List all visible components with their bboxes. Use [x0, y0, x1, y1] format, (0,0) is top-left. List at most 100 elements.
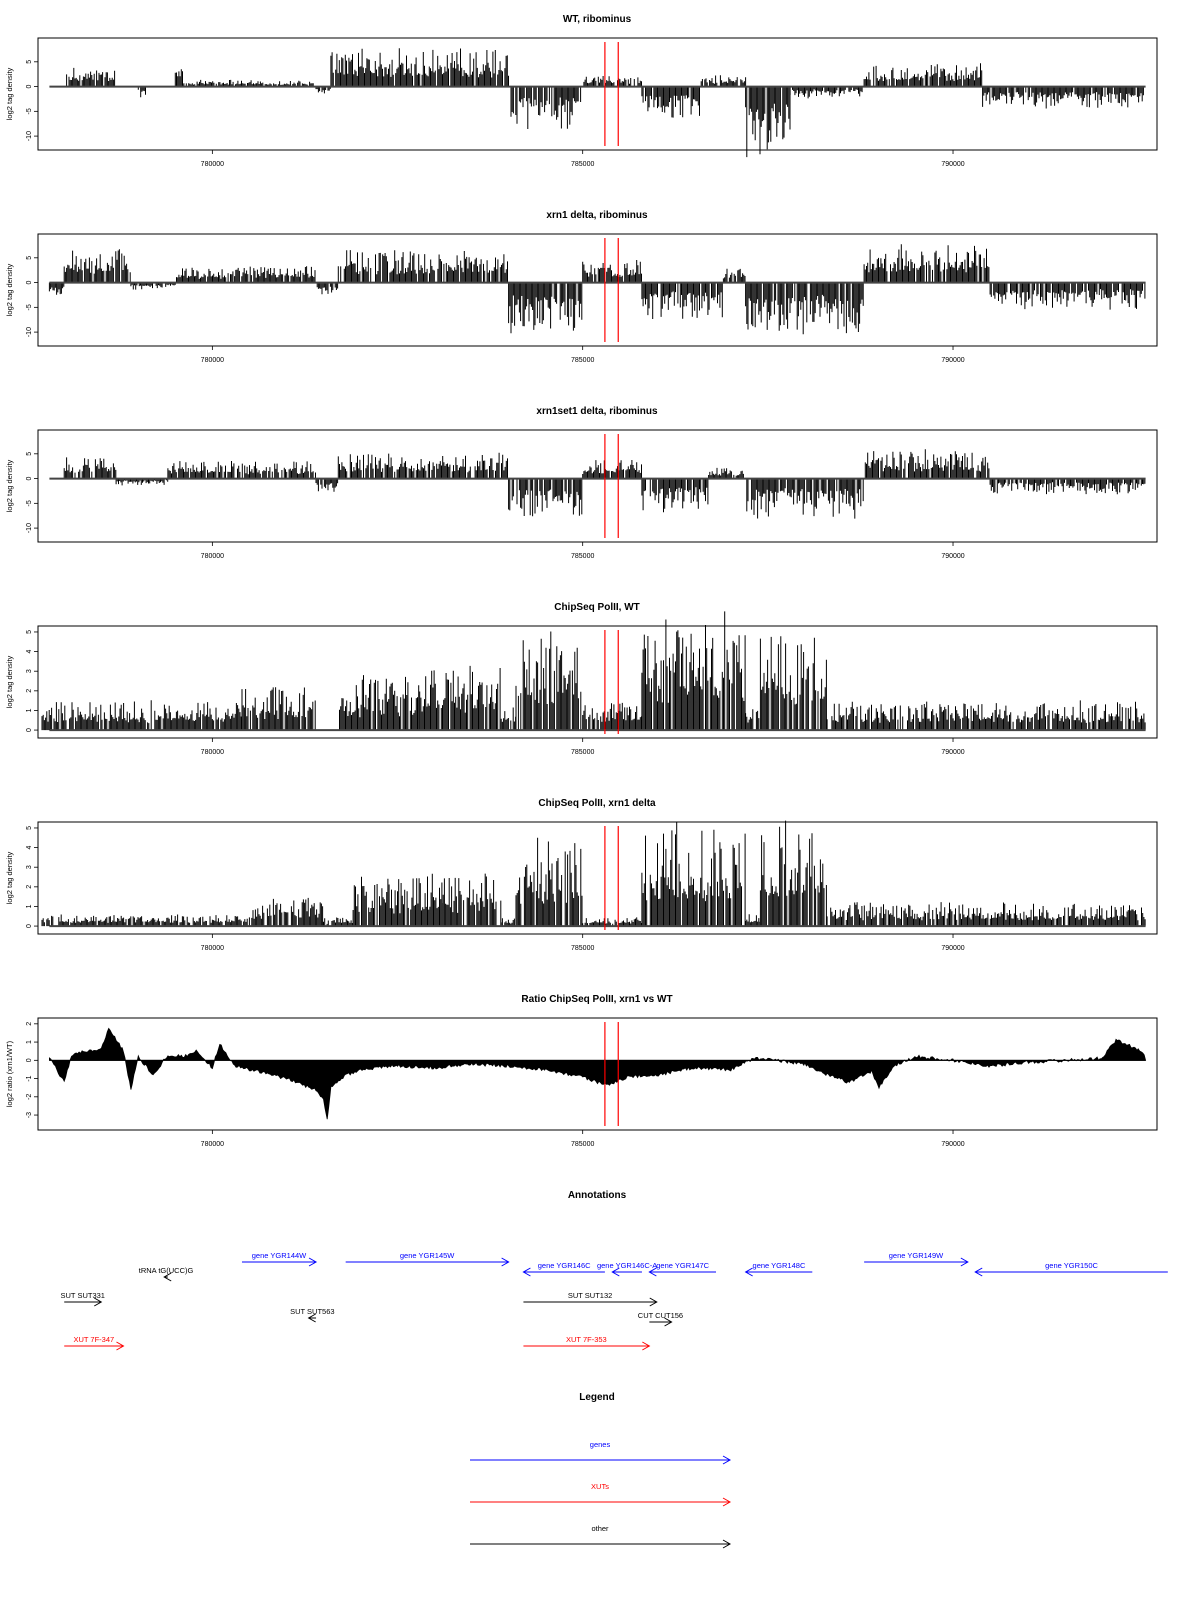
bar-segment-5	[441, 873, 502, 927]
x-tick-label: 790000	[941, 553, 964, 560]
annotation-label: gene YGR144W	[252, 1251, 307, 1260]
bar-segment-8	[641, 478, 709, 513]
bar-segment-15	[982, 86, 1144, 109]
annotation-label: CUT CUT156	[638, 1311, 683, 1320]
x-tick-label: 785000	[571, 161, 594, 168]
bar-segment-7	[515, 837, 583, 927]
x-tick-label: 790000	[941, 357, 964, 364]
arrowhead-icon	[308, 1257, 318, 1267]
chart-title: WT, ribominus	[563, 14, 632, 25]
arrowhead-icon	[664, 1317, 673, 1327]
bar-segment-9	[582, 260, 642, 283]
bar-segment-14	[989, 282, 1146, 310]
annotations-title: Annotations	[568, 1190, 627, 1201]
bar-segment-4	[315, 478, 339, 492]
bar-segment-2	[241, 687, 316, 731]
bar-segment-9	[641, 611, 746, 731]
bar-segment-3	[130, 282, 176, 290]
bar-segment-4	[176, 267, 234, 283]
bar-segment-5	[337, 452, 508, 479]
annotation-gene-ygr148c: gene YGR148C	[744, 1261, 813, 1277]
bar-segment-11	[759, 636, 827, 731]
chart-title: ChipSeq PolII, WT	[554, 602, 640, 613]
annotation-label: gene YGR146C-A	[597, 1261, 657, 1270]
y-tick-label: 4	[26, 846, 33, 850]
y-tick-label: 0	[26, 728, 33, 732]
annotation-sut-sut331: SUT SUT331	[61, 1291, 105, 1307]
legend-item-genes: genes	[470, 1440, 732, 1465]
arrowhead-icon	[722, 1539, 732, 1549]
bar-segment-10	[746, 478, 864, 519]
bar-segment-11	[759, 820, 827, 927]
annotation-cut-cut156: CUT CUT156	[638, 1311, 683, 1327]
y-tick-label: 3	[26, 669, 33, 673]
arrowhead-icon	[649, 1297, 658, 1307]
y-tick-label: 2	[26, 1022, 33, 1026]
bar-segment-5	[419, 665, 501, 731]
annotation-sut-sut563: SUT SUT563	[290, 1307, 335, 1323]
arrowhead-icon	[94, 1297, 103, 1307]
annotation-xut-7f-347: XUT 7F-347	[64, 1335, 125, 1351]
y-tick-label: 5	[26, 826, 33, 830]
bar-segment-2	[137, 86, 146, 98]
legend-item-other: other	[470, 1524, 732, 1549]
bar-segment-12	[989, 478, 1146, 495]
y-axis-label: log2 ratio (xrn1/WT)	[5, 1040, 14, 1107]
y-tick-label: -10	[26, 327, 33, 337]
bar-segment-8	[510, 86, 582, 129]
bar-segment-1	[63, 457, 117, 479]
annotation-label: XUT 7F-353	[566, 1335, 607, 1344]
annotation-label: SUT SUT331	[61, 1291, 105, 1300]
arrowhead-icon	[163, 1272, 172, 1282]
x-tick-label: 790000	[941, 749, 964, 756]
annotation-xut-7f-353: XUT 7F-353	[523, 1335, 651, 1351]
chart-title: Ratio ChipSeq PolII, xrn1 vs WT	[521, 994, 672, 1005]
bar-segment-6	[315, 86, 331, 94]
y-tick-label: 1	[26, 1040, 33, 1044]
plot-frame	[37, 821, 1158, 935]
legend-title: Legend	[579, 1392, 615, 1403]
bar-segment-11	[700, 75, 747, 87]
bar-segment-8	[508, 282, 583, 334]
chart-title: xrn1 delta, ribominus	[546, 210, 648, 221]
legend-item-xuts: XUTs	[470, 1482, 732, 1507]
bar-segment-4	[352, 873, 443, 927]
y-axis-label: log2 tag density	[5, 459, 14, 512]
bar-segment-3	[167, 461, 316, 479]
annotation-label: tRNA tG(UCC)G	[139, 1266, 194, 1275]
y-tick-label: 5	[26, 630, 33, 634]
y-tick-label: -10	[26, 523, 33, 533]
x-tick-label: 785000	[571, 357, 594, 364]
chart-panel-2: xrn1 delta, ribominus -10 -5 0 5 log2 tag den…	[5, 210, 1158, 364]
y-tick-label: 2	[26, 885, 33, 889]
bar-segment-1	[41, 700, 242, 731]
chart-panel-5: ChipSeq PolII, xrn1 delta 0 1 2 3 4 5 log2 tag …	[5, 798, 1158, 952]
y-axis-label: log2 tag density	[5, 263, 14, 316]
y-tick-label: 0	[26, 1058, 33, 1062]
annotation-label: gene YGR149W	[889, 1251, 944, 1260]
bar-segment-6	[500, 707, 517, 731]
annotation-label: gene YGR150C	[1045, 1261, 1098, 1270]
arrowhead-icon	[611, 1267, 620, 1277]
x-tick-label: 785000	[571, 553, 594, 560]
bar-segment-7	[337, 250, 508, 283]
y-tick-label: 5	[26, 256, 33, 260]
y-tick-label: 0	[26, 477, 33, 481]
bar-segment-10	[745, 709, 760, 731]
plot-frame	[37, 625, 1158, 739]
y-tick-label: 5	[26, 60, 33, 64]
bar-segment-3	[323, 917, 353, 927]
bar-segment-4	[339, 675, 420, 731]
y-tick-label: 4	[26, 650, 33, 654]
x-tick-label: 780000	[201, 161, 224, 168]
y-tick-label: 0	[26, 924, 33, 928]
chart-panel-6: Ratio ChipSeq PolII, xrn1 vs WT -3 -2 -1 0 1 2…	[5, 994, 1158, 1148]
annotation-trna-tg-ucc-g: tRNA tG(UCC)G	[139, 1266, 194, 1282]
bar-segment-4	[182, 79, 257, 87]
y-axis-label: log2 tag density	[5, 67, 14, 120]
bar-segment-12	[826, 902, 1146, 927]
arrowhead-icon	[974, 1267, 983, 1277]
bar-segment-11	[864, 449, 990, 479]
x-tick-label: 785000	[571, 945, 594, 952]
